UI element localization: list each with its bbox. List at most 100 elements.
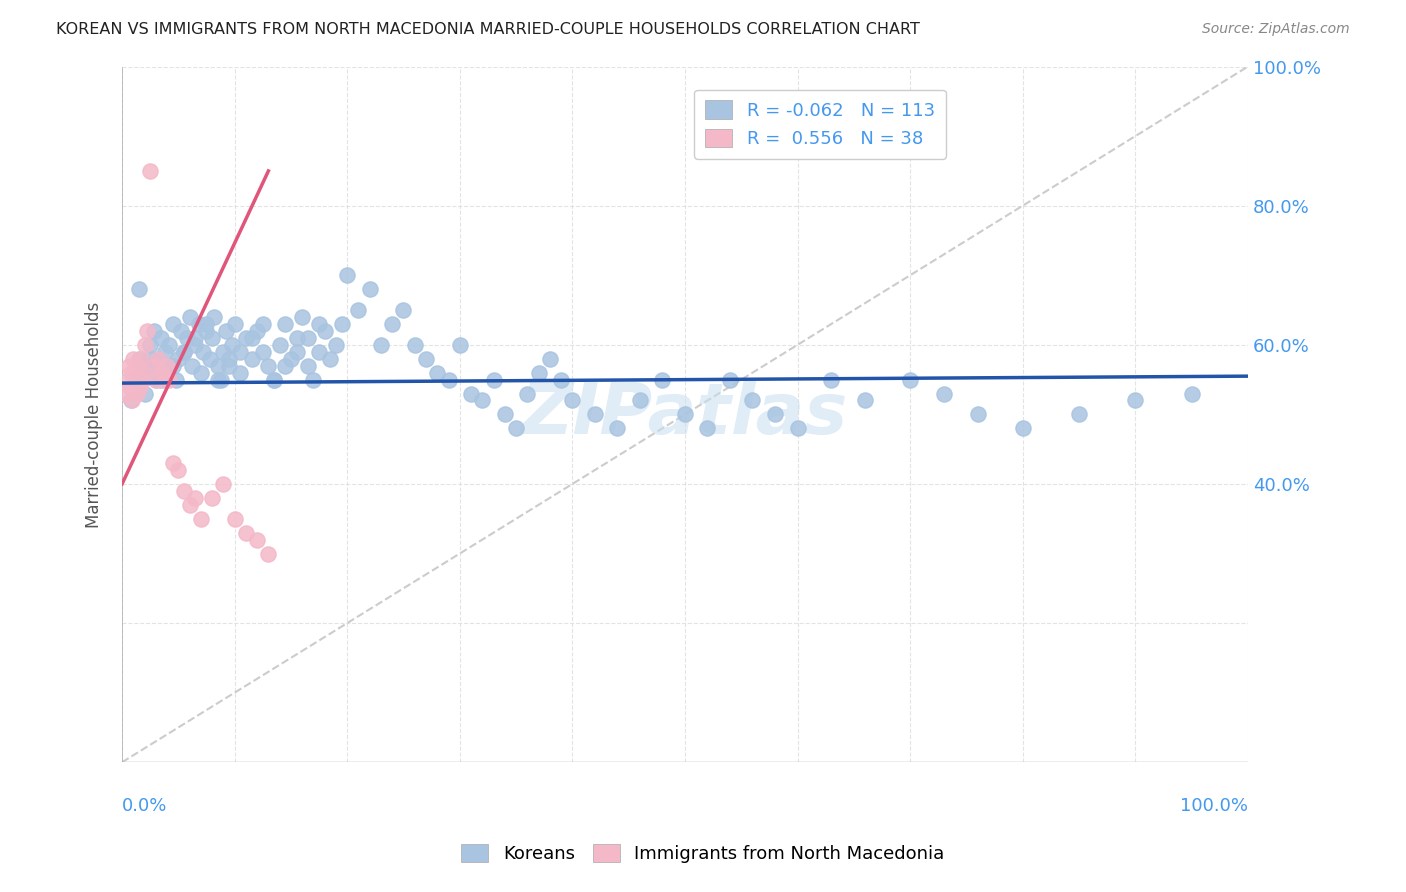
Point	[347, 303, 370, 318]
Point	[718, 373, 741, 387]
Point	[426, 366, 449, 380]
Text: 0.0%: 0.0%	[122, 797, 167, 815]
Point	[246, 324, 269, 338]
Point	[651, 373, 673, 387]
Point	[274, 359, 297, 373]
Point	[124, 373, 146, 387]
Point	[741, 393, 763, 408]
Point	[156, 359, 179, 373]
Point	[156, 359, 179, 373]
Point	[1123, 393, 1146, 408]
Point	[198, 351, 221, 366]
Point	[1011, 421, 1033, 435]
Point	[229, 366, 252, 380]
Point	[118, 379, 141, 393]
Point	[583, 408, 606, 422]
Point	[162, 317, 184, 331]
Point	[538, 351, 561, 366]
Point	[117, 373, 139, 387]
Point	[202, 310, 225, 324]
Point	[550, 373, 572, 387]
Point	[415, 351, 437, 366]
Point	[201, 491, 224, 505]
Point	[167, 351, 190, 366]
Point	[325, 338, 347, 352]
Point	[606, 421, 628, 435]
Point	[124, 366, 146, 380]
Point	[308, 317, 330, 331]
Point	[128, 359, 150, 373]
Point	[190, 512, 212, 526]
Point	[314, 324, 336, 338]
Point	[359, 282, 381, 296]
Point	[120, 393, 142, 408]
Point	[853, 393, 876, 408]
Point	[269, 338, 291, 352]
Point	[336, 268, 359, 283]
Point	[229, 344, 252, 359]
Point	[146, 351, 169, 366]
Point	[240, 331, 263, 345]
Point	[212, 344, 235, 359]
Point	[134, 338, 156, 352]
Point	[494, 408, 516, 422]
Point	[820, 373, 842, 387]
Point	[285, 344, 308, 359]
Point	[120, 366, 142, 380]
Point	[180, 359, 202, 373]
Point	[471, 393, 494, 408]
Point	[127, 373, 149, 387]
Point	[173, 344, 195, 359]
Legend: R = -0.062   N = 113, R =  0.556   N = 38: R = -0.062 N = 113, R = 0.556 N = 38	[695, 89, 946, 159]
Point	[516, 386, 538, 401]
Point	[173, 344, 195, 359]
Point	[153, 344, 176, 359]
Point	[201, 331, 224, 345]
Point	[212, 477, 235, 491]
Point	[129, 351, 152, 366]
Point	[763, 408, 786, 422]
Point	[214, 324, 236, 338]
Point	[134, 386, 156, 401]
Point	[263, 373, 285, 387]
Point	[131, 366, 153, 380]
Point	[966, 408, 988, 422]
Text: ZIPatlas: ZIPatlas	[522, 380, 849, 449]
Point	[330, 317, 353, 331]
Point	[274, 317, 297, 331]
Point	[235, 331, 257, 345]
Point	[291, 310, 314, 324]
Point	[187, 317, 209, 331]
Point	[146, 351, 169, 366]
Point	[184, 491, 207, 505]
Point	[145, 373, 167, 387]
Text: 100.0%: 100.0%	[1180, 797, 1249, 815]
Point	[218, 359, 240, 373]
Point	[128, 351, 150, 366]
Point	[135, 324, 157, 338]
Point	[221, 338, 243, 352]
Point	[169, 324, 191, 338]
Point	[224, 317, 246, 331]
Point	[505, 421, 527, 435]
Point	[460, 386, 482, 401]
Y-axis label: Married-couple Households: Married-couple Households	[86, 301, 103, 527]
Point	[297, 359, 319, 373]
Point	[218, 351, 240, 366]
Point	[132, 373, 155, 387]
Point	[179, 498, 201, 512]
Point	[280, 351, 302, 366]
Point	[207, 373, 229, 387]
Point	[184, 338, 207, 352]
Point	[121, 393, 143, 408]
Point	[252, 317, 274, 331]
Point	[302, 373, 325, 387]
Point	[1067, 408, 1090, 422]
Point	[128, 282, 150, 296]
Point	[319, 351, 342, 366]
Legend: Koreans, Immigrants from North Macedonia: Koreans, Immigrants from North Macedonia	[450, 833, 956, 874]
Point	[179, 310, 201, 324]
Point	[191, 344, 214, 359]
Point	[162, 359, 184, 373]
Point	[173, 483, 195, 498]
